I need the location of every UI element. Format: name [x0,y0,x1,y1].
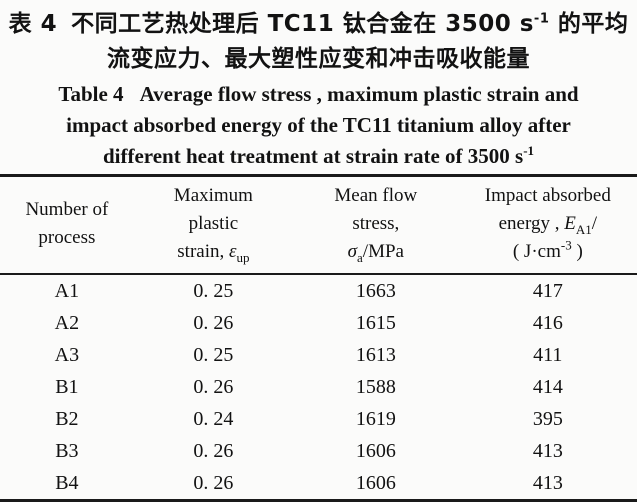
cell-process: B3 [55,439,79,462]
cell-strain: 0. 26 [193,471,234,494]
cell-process: B4 [55,471,79,494]
cell-energy: 395 [532,407,563,430]
cell-energy: 416 [532,311,563,334]
cell-stress: 1588 [355,375,396,398]
table-row: B1 0. 26 1588 414 [0,371,637,403]
cell-stress: 1613 [355,343,396,366]
table-row: B4 0. 26 1606 413 [0,467,637,501]
cell-strain: 0. 25 [193,279,234,302]
table-row: B2 0. 24 1619 395 [0,403,637,435]
table-title-zh-line1-text: 不同工艺热处理后 TC11 钛合金在 3500 s [71,11,534,37]
table-row: A1 0. 25 1663 417 [0,274,637,307]
header-mean-flow-stress: Mean flow stress, σa/MPa [334,185,418,265]
table-body: A1 0. 25 1663 417 A2 0. 26 1615 416 A3 0… [0,274,637,501]
cell-stress: 1615 [355,311,396,334]
cell-energy: 413 [532,471,563,494]
data-table: Number of process Maximum plastic strain… [0,174,637,502]
header-max-plastic-strain: Maximum plastic strain, εup [173,185,253,265]
cell-stress: 1663 [355,279,396,302]
cell-process: B2 [55,407,79,430]
cell-strain: 0. 26 [193,375,234,398]
cell-energy: 413 [532,439,563,462]
table-title-en-line3: different heat treatment at strain rate … [0,141,637,172]
table-title-zh-line1-tail: 的平均 [549,11,629,37]
table-row: B3 0. 26 1606 413 [0,435,637,467]
strain-rate-superscript: -1 [523,143,535,158]
strain-rate-superscript: -1 [533,11,550,27]
table-title-en: Table 4 Average flow stress , maximum pla… [0,79,637,172]
header-impact-absorbed-energy: Impact absorbed energy , EA1/ ( J·cm-3 ) [484,185,611,262]
cell-strain: 0. 25 [193,343,234,366]
table-number-en: Table 4 [58,82,124,106]
table-title-en-line1-text: Average flow stress , maximum plastic st… [139,82,579,106]
epsilon-symbol: ε [229,241,237,262]
cell-process: B1 [55,375,79,398]
table-title-en-line2: impact absorbed energy of the TC11 titan… [66,113,571,137]
table-title-en-line1: Table 4 Average flow stress , maximum pla… [0,79,637,110]
table-number-zh: 表 4 [8,11,58,37]
cell-energy: 411 [533,343,563,366]
cell-strain: 0. 24 [193,407,234,430]
table-title-zh-line2: 流变应力、最大塑性应变和冲击吸收能量 [107,46,530,72]
cell-strain: 0. 26 [193,311,234,334]
cell-energy: 414 [532,375,563,398]
header-process: Number of process [25,199,109,248]
table-row: A3 0. 25 1613 411 [0,339,637,371]
table-title-zh-line1: 表 4 不同工艺热处理后 TC11 钛合金在 3500 s-1 的平均 [0,7,637,42]
table-header: Number of process Maximum plastic strain… [0,176,637,274]
cell-stress: 1606 [355,439,396,462]
cell-process: A1 [54,279,80,302]
table-row: A2 0. 26 1615 416 [0,307,637,339]
cell-stress: 1606 [355,471,396,494]
cell-process: A3 [54,343,80,366]
cell-strain: 0. 26 [193,439,234,462]
cell-stress: 1619 [355,407,396,430]
sigma-symbol: σ [347,241,358,262]
header-row: Number of process Maximum plastic strain… [0,176,637,274]
table-title-zh: 表 4 不同工艺热处理后 TC11 钛合金在 3500 s-1 的平均 流变应力、… [0,7,637,77]
table-title-en-line3-text: different heat treatment at strain rate … [102,144,524,168]
cell-process: A2 [54,311,80,334]
cell-energy: 417 [532,279,563,302]
energy-symbol: E [564,213,576,234]
